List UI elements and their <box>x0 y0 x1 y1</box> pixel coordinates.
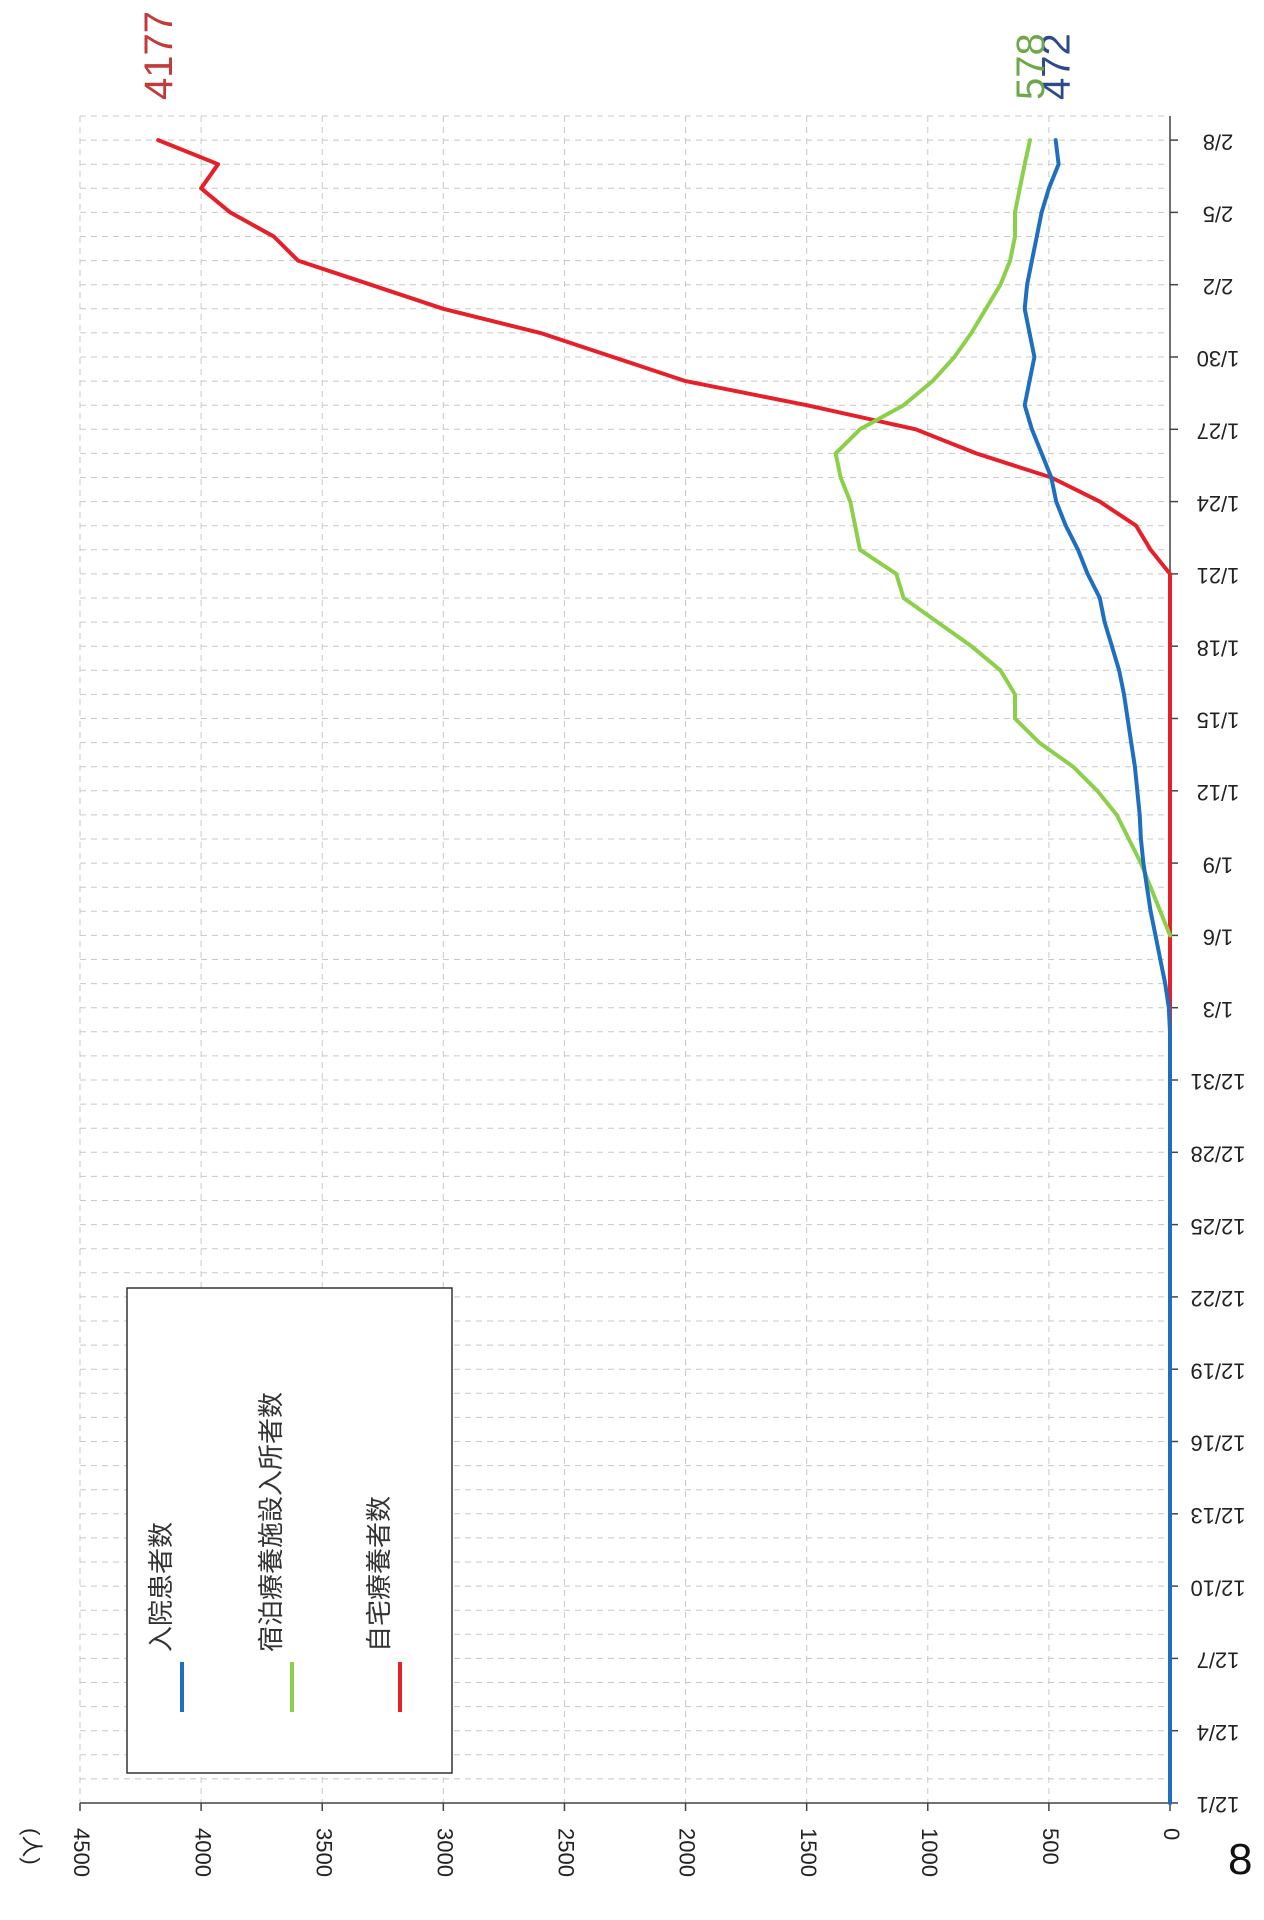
series-line-hospital <box>1022 138 1172 1805</box>
value-tick-label: 3500 <box>311 1828 336 1877</box>
end-label-home: 4177 <box>137 11 181 100</box>
date-tick-label: 2/5 <box>1203 202 1234 227</box>
value-axis-unit: (人) <box>19 1828 44 1865</box>
date-tick-label: 12/28 <box>1190 1141 1245 1166</box>
date-tick-label: 1/9 <box>1203 852 1234 877</box>
date-tick-label: 12/16 <box>1190 1431 1245 1456</box>
chart-legend: 入院患者数 宿泊療養施設入所者数 自宅療養者数 <box>126 1287 453 1774</box>
value-tick-label: 2500 <box>554 1828 579 1877</box>
chart-labels: 0 500 1000 1500 2000 2500 3000 3500 4000 4500 (人) 1… <box>19 11 1245 1877</box>
value-tick-label: 1000 <box>917 1828 942 1877</box>
value-tick-label: 2000 <box>675 1828 700 1877</box>
series-line-hotel <box>833 138 1172 938</box>
date-tick-label: 12/25 <box>1190 1214 1245 1239</box>
value-tick-label: 0 <box>1159 1828 1184 1840</box>
value-tick-label: 4500 <box>69 1828 94 1877</box>
date-tick-label: 12/4 <box>1197 1720 1240 1745</box>
legend-label-home: 自宅療養者数 <box>365 1496 395 1652</box>
date-tick-label: 12/31 <box>1190 1069 1245 1094</box>
date-tick-label: 12/13 <box>1190 1503 1245 1528</box>
date-tick-label: 1/24 <box>1197 491 1240 516</box>
date-tick-label: 12/7 <box>1197 1648 1240 1673</box>
legend-label-hospital: 入院患者数 <box>147 1522 177 1652</box>
date-tick-label: 1/27 <box>1197 418 1240 443</box>
date-tick-label: 12/1 <box>1197 1792 1240 1817</box>
date-tick-label: 12/22 <box>1190 1286 1245 1311</box>
date-tick-label: 1/18 <box>1197 635 1240 660</box>
end-label-hotel: 578 <box>1009 33 1053 100</box>
date-tick-label: 2/2 <box>1203 274 1234 299</box>
date-tick-label: 1/12 <box>1197 780 1240 805</box>
date-tick-label: 1/3 <box>1203 997 1234 1022</box>
date-tick-label: 1/6 <box>1203 925 1234 950</box>
chart-grid <box>79 115 1171 1804</box>
date-tick-label: 1/21 <box>1197 563 1240 588</box>
value-tick-label: 500 <box>1038 1828 1063 1865</box>
legend-label-hotel: 宿泊療養施設入所者数 <box>257 1392 287 1652</box>
date-tick-label: 1/15 <box>1197 708 1240 733</box>
date-tick-label: 2/8 <box>1203 129 1234 154</box>
end-label-hospital: 472 <box>1035 33 1079 100</box>
date-tick-label: 12/19 <box>1190 1358 1245 1383</box>
chart-series <box>156 138 1172 1805</box>
value-tick-label: 4000 <box>190 1828 215 1877</box>
series-line-home <box>156 138 1172 1805</box>
page-number: 8 <box>1228 1835 1253 1884</box>
date-tick-label: 12/10 <box>1190 1575 1245 1600</box>
value-tick-label: 3000 <box>433 1828 458 1877</box>
value-tick-label: 1500 <box>796 1828 821 1877</box>
date-tick-label: 1/30 <box>1197 346 1240 371</box>
